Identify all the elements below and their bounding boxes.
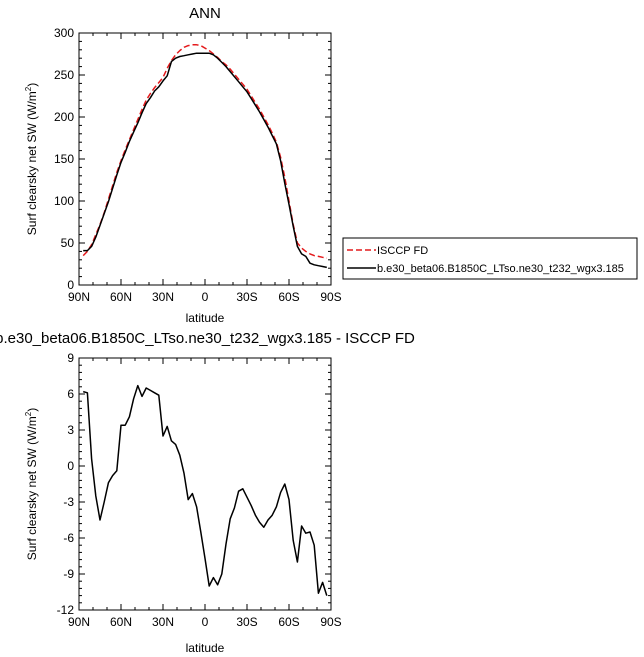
x-tick-label: 90S [320,615,341,629]
y-tick-label: 100 [54,194,74,208]
x-tick-label: 30N [152,290,174,304]
bottom-y-axis-label-main: Surf clearsky net SW (W/m [25,416,39,560]
x-tick-label: 90N [68,290,90,304]
x-tick-label: 30S [236,615,257,629]
legend-box [342,237,638,280]
x-tick-label: 60S [278,615,299,629]
legend: ISCCP FD b.e30_beta06.B1850C_LTso.ne30_t… [342,237,638,280]
bottom-y-axis-label-end: ) [25,408,39,412]
top-chart-title: ANN [189,5,221,22]
x-tick-label: 30S [236,290,257,304]
bottom-x-axis-label: latitude [186,641,225,655]
y-tick-label: -12 [57,603,75,617]
y-tick-label: 50 [61,236,75,250]
bottom-chart: b.e30_beta06.B1850C_LTso.ne30_t232_wgx3.… [0,330,415,655]
legend-entry-model: b.e30_beta06.B1850C_LTso.ne30_t232_wgx3.… [377,263,624,275]
y-tick-label: 0 [67,459,74,473]
y-tick-label: 150 [54,152,74,166]
y-tick-label: 9 [67,351,74,365]
top-chart: ANN 90N 60N 30N 0 30S 60S 90S 0 50 100 150 200 250 30… [24,5,342,325]
bottom-y-axis-label: Surf clearsky net SW (W/m2) [24,408,39,560]
y-tick-label: 250 [54,68,74,82]
top-y-axis-label-end: ) [25,83,39,87]
y-tick-label: 6 [67,387,74,401]
y-tick-label: 3 [67,423,74,437]
series-line-bottom-0 [82,384,328,596]
x-tick-label: 0 [202,290,209,304]
bottom-chart-title: b.e30_beta06.B1850C_LTso.ne30_t232_wgx3.… [0,330,415,347]
x-tick-label: 90S [320,290,341,304]
y-tick-label: -9 [63,567,74,581]
top-y-axis-label: Surf clearsky net SW (W/m2) [24,83,39,235]
bottom-plot-area: 90N 60N 30N 0 30S 60S 90S 9 6 3 0 -3 -6 -9 -12 [57,351,342,629]
legend-entry-isccp: ISCCP FD [377,245,428,257]
x-tick-label: 0 [202,615,209,629]
top-y-axis-label-main: Surf clearsky net SW (W/m [25,91,39,235]
top-plot-area: 90N 60N 30N 0 30S 60S 90S 0 50 100 150 200 250 300 [54,26,342,304]
y-tick-label: 0 [67,278,74,292]
y-tick-label: 300 [54,26,74,40]
plot-frame-top [78,32,332,286]
y-tick-label: -3 [63,495,74,509]
series-line-top-1 [83,52,327,269]
bottom-y-axis-label-sup: 2 [24,411,33,416]
x-tick-label: 90N [68,615,90,629]
x-tick-label: 60N [110,290,132,304]
series-line-top-0 [82,44,327,259]
x-tick-label: 60S [278,290,299,304]
x-tick-label: 60N [110,615,132,629]
y-tick-label: -6 [63,531,74,545]
y-tick-label: 200 [54,110,74,124]
plot-frame-bottom [78,357,332,611]
top-y-axis-label-sup: 2 [24,86,33,91]
x-tick-label: 30N [152,615,174,629]
top-x-axis-label: latitude [186,311,225,325]
